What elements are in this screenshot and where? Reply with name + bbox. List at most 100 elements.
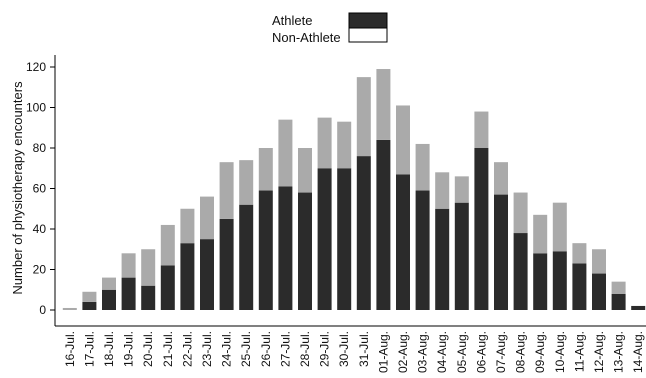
legend-label-non-athlete: Non-Athlete [272, 30, 341, 45]
bar-athlete [258, 190, 273, 310]
x-tick-label: 31-Jul. [357, 331, 371, 367]
y-axis-label: Number of physiotherapy encounters [10, 81, 25, 295]
bar-non-athlete [317, 117, 332, 169]
y-tick-label: 0 [39, 303, 46, 317]
x-tick-label: 27-Jul. [278, 331, 292, 367]
bar-athlete [337, 168, 352, 310]
bar-non-athlete [141, 249, 156, 286]
bar-non-athlete [376, 69, 391, 140]
bar-athlete [160, 265, 175, 310]
bar-non-athlete [62, 307, 77, 310]
bar-non-athlete [258, 148, 273, 191]
bar-athlete [298, 192, 312, 310]
x-tick-label: 26-Jul. [259, 331, 273, 367]
x-tick-label: 23-Jul. [200, 331, 214, 367]
x-tick-label: 20-Jul. [141, 331, 155, 367]
y-tick-label: 40 [33, 222, 47, 236]
bar-athlete [82, 301, 97, 310]
bar-athlete [533, 253, 548, 310]
x-tick-label: 01-Aug. [376, 331, 390, 373]
x-tick-label: 06-Aug. [474, 331, 488, 373]
bar-non-athlete [200, 196, 214, 240]
bar-athlete [141, 285, 156, 310]
bar-non-athlete [435, 172, 450, 209]
bar-athlete [592, 273, 606, 310]
bar-athlete [572, 263, 587, 310]
x-tick-label: 09-Aug. [533, 331, 547, 373]
y-tick-label: 100 [26, 101, 46, 115]
x-tick-label: 05-Aug. [455, 331, 469, 373]
bar-non-athlete [474, 111, 489, 148]
legend: Athlete Non-Athlete [272, 12, 388, 45]
x-tick-label: 14-Aug. [631, 331, 645, 373]
bar-athlete [435, 208, 450, 310]
bar-non-athlete [592, 249, 606, 274]
x-tick-label: 12-Aug. [592, 331, 606, 373]
bar-non-athlete [121, 253, 136, 278]
bar-non-athlete [533, 214, 548, 254]
bar-non-athlete [337, 121, 352, 169]
bar-athlete [415, 190, 430, 310]
bar-athlete [513, 233, 528, 310]
bar-non-athlete [513, 192, 528, 234]
bar-non-athlete [102, 277, 116, 290]
bar-non-athlete [552, 202, 567, 252]
y-tick-label: 20 [33, 263, 47, 277]
legend-label-athlete: Athlete [272, 13, 312, 28]
bar-non-athlete [611, 281, 626, 294]
x-tick-label: 30-Jul. [337, 331, 351, 367]
x-tick-label: 08-Aug. [514, 331, 528, 373]
bar-non-athlete [180, 208, 195, 244]
x-tick-label: 10-Aug. [553, 331, 567, 373]
x-tick-label: 24-Jul. [220, 331, 234, 367]
bar-athlete [611, 293, 626, 310]
y-axis: 0 20 40 60 80 100 120 [26, 55, 56, 326]
bar-non-athlete [454, 176, 469, 203]
bar-non-athlete [219, 162, 234, 219]
bar-non-athlete [239, 160, 254, 205]
bar-non-athlete [572, 243, 587, 264]
bar-non-athlete [494, 162, 508, 195]
x-tick-label: 03-Aug. [416, 331, 430, 373]
bar-non-athlete [396, 105, 410, 175]
x-tick-label: 29-Jul. [318, 331, 332, 367]
bar-athlete [356, 156, 371, 310]
bar-athlete [121, 277, 136, 310]
x-tick-label: 28-Jul. [298, 331, 312, 367]
bar-athlete [278, 186, 293, 310]
bar-athlete [239, 204, 254, 310]
x-tick-label: 13-Aug. [612, 331, 626, 373]
bar-athlete [317, 168, 332, 310]
bar-athlete [180, 243, 195, 310]
bar-athlete [200, 239, 214, 310]
x-tick-label: 11-Aug. [572, 331, 586, 372]
y-tick-label: 80 [33, 141, 47, 155]
bar-athlete [631, 305, 646, 310]
bar-athlete [219, 218, 234, 310]
legend-swatch-athlete [348, 12, 388, 29]
bar-non-athlete [415, 143, 430, 191]
bar-athlete [474, 148, 489, 310]
legend-swatch-non-athlete [348, 27, 388, 43]
x-tick-label: 04-Aug. [435, 331, 449, 373]
x-tick-label: 18-Jul. [102, 331, 116, 367]
x-tick-label: 19-Jul. [122, 331, 136, 367]
x-tick-label: 16-Jul. [63, 331, 77, 367]
bar-non-athlete [298, 148, 312, 193]
bar-non-athlete [82, 291, 97, 302]
x-tick-label: 22-Jul. [180, 331, 194, 367]
bar-non-athlete [160, 224, 175, 266]
x-axis-tick-labels: 16-Jul. 17-Jul. 18-Jul. 19-Jul. 20-Jul. 21-Ju… [63, 331, 645, 373]
bars [62, 69, 646, 310]
bar-athlete [494, 194, 508, 310]
bar-athlete [102, 289, 116, 310]
x-tick-label: 25-Jul. [239, 331, 253, 367]
bar-non-athlete [356, 77, 371, 157]
x-tick-label: 07-Aug. [494, 331, 508, 373]
bar-athlete [552, 251, 567, 310]
x-tick-label: 02-Aug. [396, 331, 410, 373]
y-tick-label: 120 [26, 60, 46, 74]
x-tick-label: 21-Jul. [161, 331, 175, 367]
